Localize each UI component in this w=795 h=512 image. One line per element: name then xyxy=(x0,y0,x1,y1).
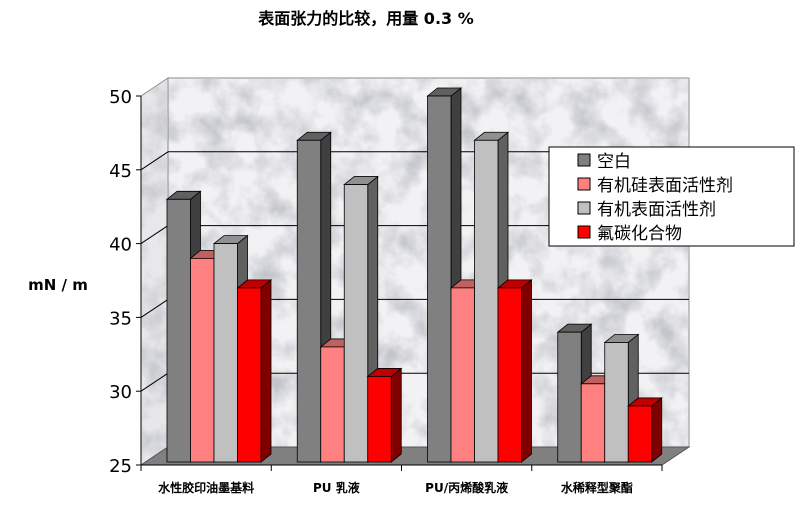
bar xyxy=(474,139,499,463)
gridline-side xyxy=(140,298,169,318)
bar xyxy=(427,95,452,463)
bar xyxy=(627,405,653,463)
bar-side xyxy=(521,279,532,463)
x-tick-label: PU/丙烯酸乳液 xyxy=(425,480,508,495)
x-tick-label: 水稀释型聚酯 xyxy=(561,480,633,495)
bar xyxy=(320,346,345,463)
legend-label: 有机表面活性剂 xyxy=(597,200,716,220)
bar xyxy=(450,287,475,463)
legend-label: 有机硅表面活性剂 xyxy=(597,176,733,196)
y-axis-label: mN / m xyxy=(28,276,88,294)
y-tick-label: 45 xyxy=(109,161,132,182)
chart-title: 表面张力的比较，用量 0.3 % xyxy=(257,9,474,28)
bar xyxy=(604,342,629,463)
bar xyxy=(557,331,582,463)
gridline-side xyxy=(140,372,169,392)
legend-label: 氟碳化合物 xyxy=(597,224,682,244)
x-tick-label: PU 乳液 xyxy=(313,480,360,495)
y-tick-label: 50 xyxy=(109,87,132,108)
bar xyxy=(213,243,238,463)
legend-swatch xyxy=(577,153,591,167)
y-tick-label: 35 xyxy=(109,308,132,329)
legend-label: 空白 xyxy=(597,152,631,172)
gridline-side xyxy=(140,225,169,245)
bar xyxy=(343,184,369,463)
y-tick-label: 30 xyxy=(109,382,132,403)
bar xyxy=(580,383,606,463)
bar xyxy=(190,257,215,463)
bar-side xyxy=(260,279,272,463)
legend-swatch xyxy=(577,201,591,215)
gridline-side xyxy=(140,151,169,171)
bar-side xyxy=(651,397,663,463)
bar xyxy=(497,287,522,463)
bar xyxy=(296,139,322,463)
legend-swatch xyxy=(577,225,591,239)
legend-swatch xyxy=(577,177,591,191)
bar xyxy=(237,287,262,463)
side-wall-texture xyxy=(141,78,168,465)
bar xyxy=(367,376,392,463)
y-tick-label: 25 xyxy=(109,456,132,477)
y-tick-label: 40 xyxy=(109,235,132,256)
bar xyxy=(166,198,191,463)
x-tick-label: 水性胶印油墨基料 xyxy=(158,480,254,495)
bar-side xyxy=(390,367,402,463)
